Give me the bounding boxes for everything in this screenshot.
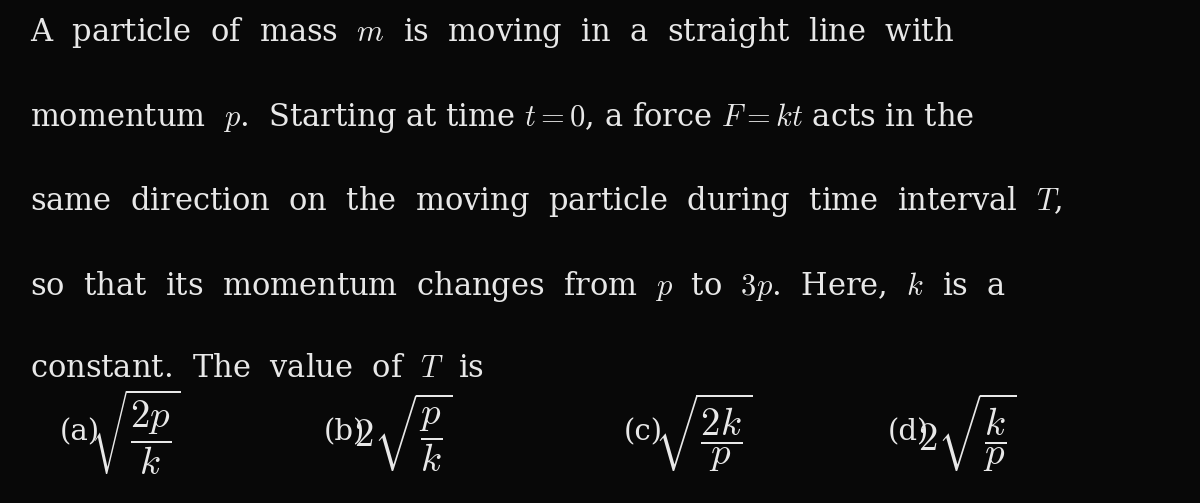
Text: A  particle  of  mass  $m$  is  moving  in  a  straight  line  with: A particle of mass $m$ is moving in a st…	[30, 15, 954, 50]
Text: same  direction  on  the  moving  particle  during  time  interval  $T$,: same direction on the moving particle du…	[30, 184, 1062, 219]
Text: constant.  The  value  of  $T$  is: constant. The value of $T$ is	[30, 353, 484, 384]
Text: (b): (b)	[324, 418, 365, 447]
Text: (a): (a)	[60, 418, 100, 447]
Text: $2\sqrt{\dfrac{p}{k}}$: $2\sqrt{\dfrac{p}{k}}$	[354, 391, 452, 474]
Text: $2\sqrt{\dfrac{k}{p}}$: $2\sqrt{\dfrac{k}{p}}$	[918, 391, 1016, 474]
Text: so  that  its  momentum  changes  from  $p$  to  $3p$.  Here,  $k$  is  a: so that its momentum changes from $p$ to…	[30, 269, 1006, 304]
Text: momentum  $p$.  Starting at time $t = 0$, a force $F = kt$ acts in the: momentum $p$. Starting at time $t = 0$, …	[30, 100, 974, 135]
Text: $\sqrt{\dfrac{2k}{p}}$: $\sqrt{\dfrac{2k}{p}}$	[654, 391, 752, 474]
Text: $\sqrt{\dfrac{2p}{k}}$: $\sqrt{\dfrac{2p}{k}}$	[90, 388, 181, 477]
Text: (d): (d)	[888, 418, 929, 447]
Text: (c): (c)	[624, 418, 662, 447]
